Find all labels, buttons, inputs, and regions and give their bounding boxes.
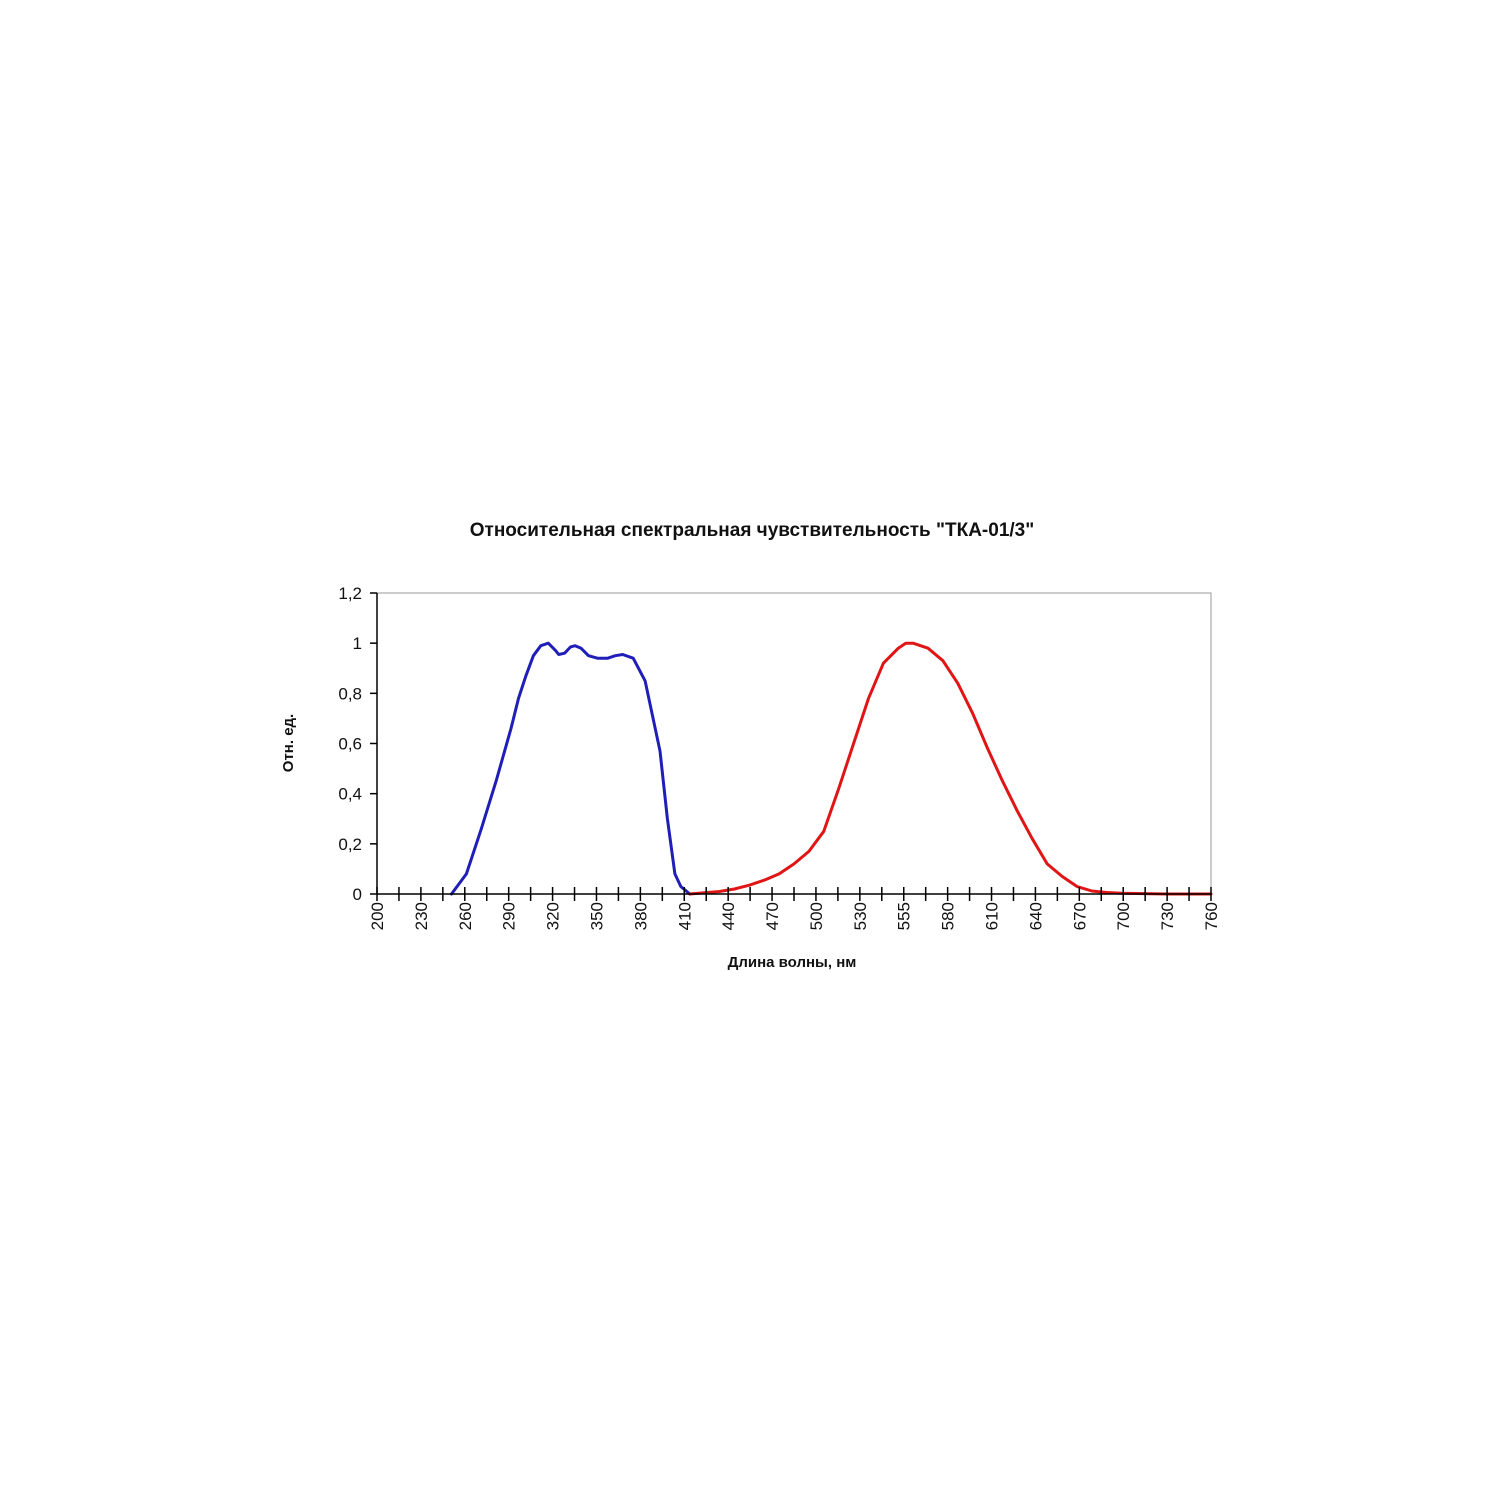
x-tick-label: 260: [456, 902, 475, 930]
x-tick-label: 290: [500, 902, 519, 930]
series-line-1: [450, 641, 692, 896]
y-tick-label: 1,2: [338, 584, 362, 603]
x-tick-label: 380: [631, 902, 650, 930]
x-tick-label: 230: [412, 902, 431, 930]
y-axis-ticks: 0 0,2 0,4 0,6 0,8 1 1,2: [338, 584, 377, 904]
x-tick-label: 730: [1158, 902, 1177, 930]
x-tick-label: 760: [1202, 902, 1221, 930]
y-tick-label: 0,4: [338, 785, 362, 804]
chart-title: Относительная спектральная чувствительно…: [470, 520, 1035, 541]
y-tick-label: 0,8: [338, 684, 362, 703]
x-tick-label: 530: [851, 902, 870, 930]
x-tick-label: 670: [1070, 902, 1089, 930]
x-tick-label: 440: [719, 902, 738, 930]
plot-area: [376, 592, 1212, 895]
x-tick-label: 200: [368, 902, 387, 930]
series-line-2: [688, 641, 1213, 896]
y-tick-label: 0: [353, 885, 362, 904]
y-tick-label: 1: [353, 634, 362, 653]
x-tick-label: 470: [763, 902, 782, 930]
x-tick-label: 580: [939, 902, 958, 930]
x-tick-label: 350: [587, 902, 606, 930]
x-tick-label: 555: [895, 902, 914, 930]
x-tick-label: 610: [983, 902, 1002, 930]
x-tick-label: 500: [807, 902, 826, 930]
x-tick-label: 410: [675, 902, 694, 930]
x-axis-label: Длина волны, нм: [728, 954, 857, 971]
x-tick-label: 320: [544, 902, 563, 930]
x-tick-label: 640: [1026, 902, 1045, 930]
series-layer: [450, 641, 1213, 896]
x-tick-label: 700: [1114, 902, 1133, 930]
y-tick-label: 0,6: [338, 735, 362, 754]
y-axis-label: Отн. ед.: [280, 714, 297, 772]
x-axis-ticks: 200 230 260 290 320 350 380 410 440 470 500 530 555 5…: [368, 887, 1221, 930]
y-tick-label: 0,2: [338, 835, 362, 854]
